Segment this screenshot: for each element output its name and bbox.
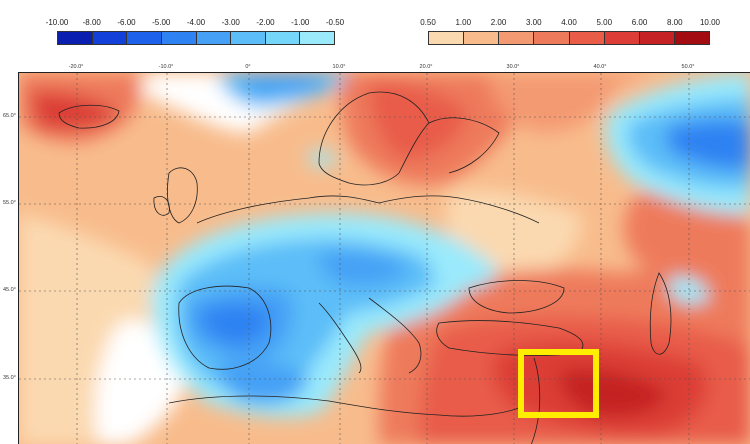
cold-core: [239, 74, 329, 95]
warm-core: [369, 82, 469, 159]
legend-swatch: [499, 32, 535, 44]
anomaly-map-canvas: [19, 73, 750, 444]
legend-label: 6.00: [631, 18, 648, 27]
legend-label: -8.00: [82, 18, 101, 27]
warm-zone: [624, 190, 750, 303]
cold-zone: [309, 150, 337, 167]
legend-swatch: [231, 32, 266, 44]
legend-label: 10.00: [699, 18, 721, 27]
legend-swatch: [534, 32, 570, 44]
cold-core: [199, 304, 270, 345]
latitude-label: 55.0°: [3, 200, 16, 206]
latitude-label: 45.0°: [3, 287, 16, 293]
warm-zone: [489, 73, 619, 133]
legend-swatch: [300, 32, 334, 44]
legend-label: -6.00: [117, 18, 136, 27]
legend-swatch: [265, 32, 301, 44]
longitude-label: 20.0°: [419, 64, 433, 70]
legend-label: -2.00: [256, 18, 275, 27]
legend-label: 2.00: [490, 18, 507, 27]
warm-core: [29, 91, 119, 130]
negative-anomaly-legend: -10.00 -8.00 -6.00 -5.00 -4.00 -3.00 -2.…: [46, 18, 344, 48]
graticule: [19, 73, 750, 444]
longitude-label: 30.0°: [506, 64, 520, 70]
longitude-label: 40.0°: [593, 64, 607, 70]
legend-swatch: [429, 32, 465, 44]
longitude-label: -10.0°: [158, 64, 174, 70]
longitude-label: -20.0°: [68, 64, 84, 70]
legend-label: -4.00: [186, 18, 206, 27]
latitude-label: 65.0°: [3, 113, 16, 119]
cold-zone: [669, 276, 709, 305]
warm-core: [559, 369, 669, 417]
longitude-label: 0°: [245, 64, 251, 70]
legend-label: -5.00: [152, 18, 171, 27]
legend-label: -10.00: [45, 18, 69, 27]
cold-zone: [218, 361, 309, 405]
legend-label: -1.00: [291, 18, 310, 27]
legend-swatch: [639, 32, 675, 44]
longitude-label: 10.0°: [332, 64, 346, 70]
anomaly-map: [18, 72, 750, 444]
legend-swatch: [604, 32, 640, 44]
legend-label: 0.50: [420, 18, 436, 27]
legend-swatch: [127, 32, 162, 44]
latitude-label: 35.0°: [3, 375, 16, 381]
legend-label: -3.00: [221, 18, 240, 27]
legend-swatch: [161, 32, 197, 44]
negative-legend-labels: -10.00 -8.00 -6.00 -5.00 -4.00 -3.00 -2.…: [46, 18, 344, 30]
positive-anomaly-legend: 0.50 1.00 2.00 3.00 4.00 5.00 6.00 8.00 …: [420, 18, 720, 48]
warm-zone: [579, 73, 659, 93]
legend-label: -0.50: [325, 18, 345, 27]
legend-label: 1.00: [455, 18, 472, 27]
longitude-label: 50.0°: [681, 64, 695, 70]
anomaly-fill-layers: [19, 73, 750, 444]
legend-label: 3.00: [525, 18, 542, 27]
negative-color-bar: [57, 31, 335, 45]
legend-swatch: [92, 32, 128, 44]
legend-swatch: [464, 32, 500, 44]
highlight-box: [518, 349, 599, 418]
positive-legend-labels: 0.50 1.00 2.00 3.00 4.00 5.00 6.00 8.00 …: [420, 18, 720, 30]
cold-zone: [318, 251, 409, 285]
legend-label: 4.00: [561, 18, 577, 27]
legend-label: 8.00: [666, 18, 683, 27]
cold-core: [665, 119, 750, 170]
legend-swatch: [58, 32, 93, 44]
legend-swatch: [569, 32, 605, 44]
cold-zone: [419, 243, 499, 290]
legend-swatch: [674, 32, 709, 44]
legend-label: 5.00: [596, 18, 613, 27]
legend-swatch: [196, 32, 232, 44]
positive-color-bar: [428, 31, 710, 45]
coastlines: [58, 91, 672, 444]
